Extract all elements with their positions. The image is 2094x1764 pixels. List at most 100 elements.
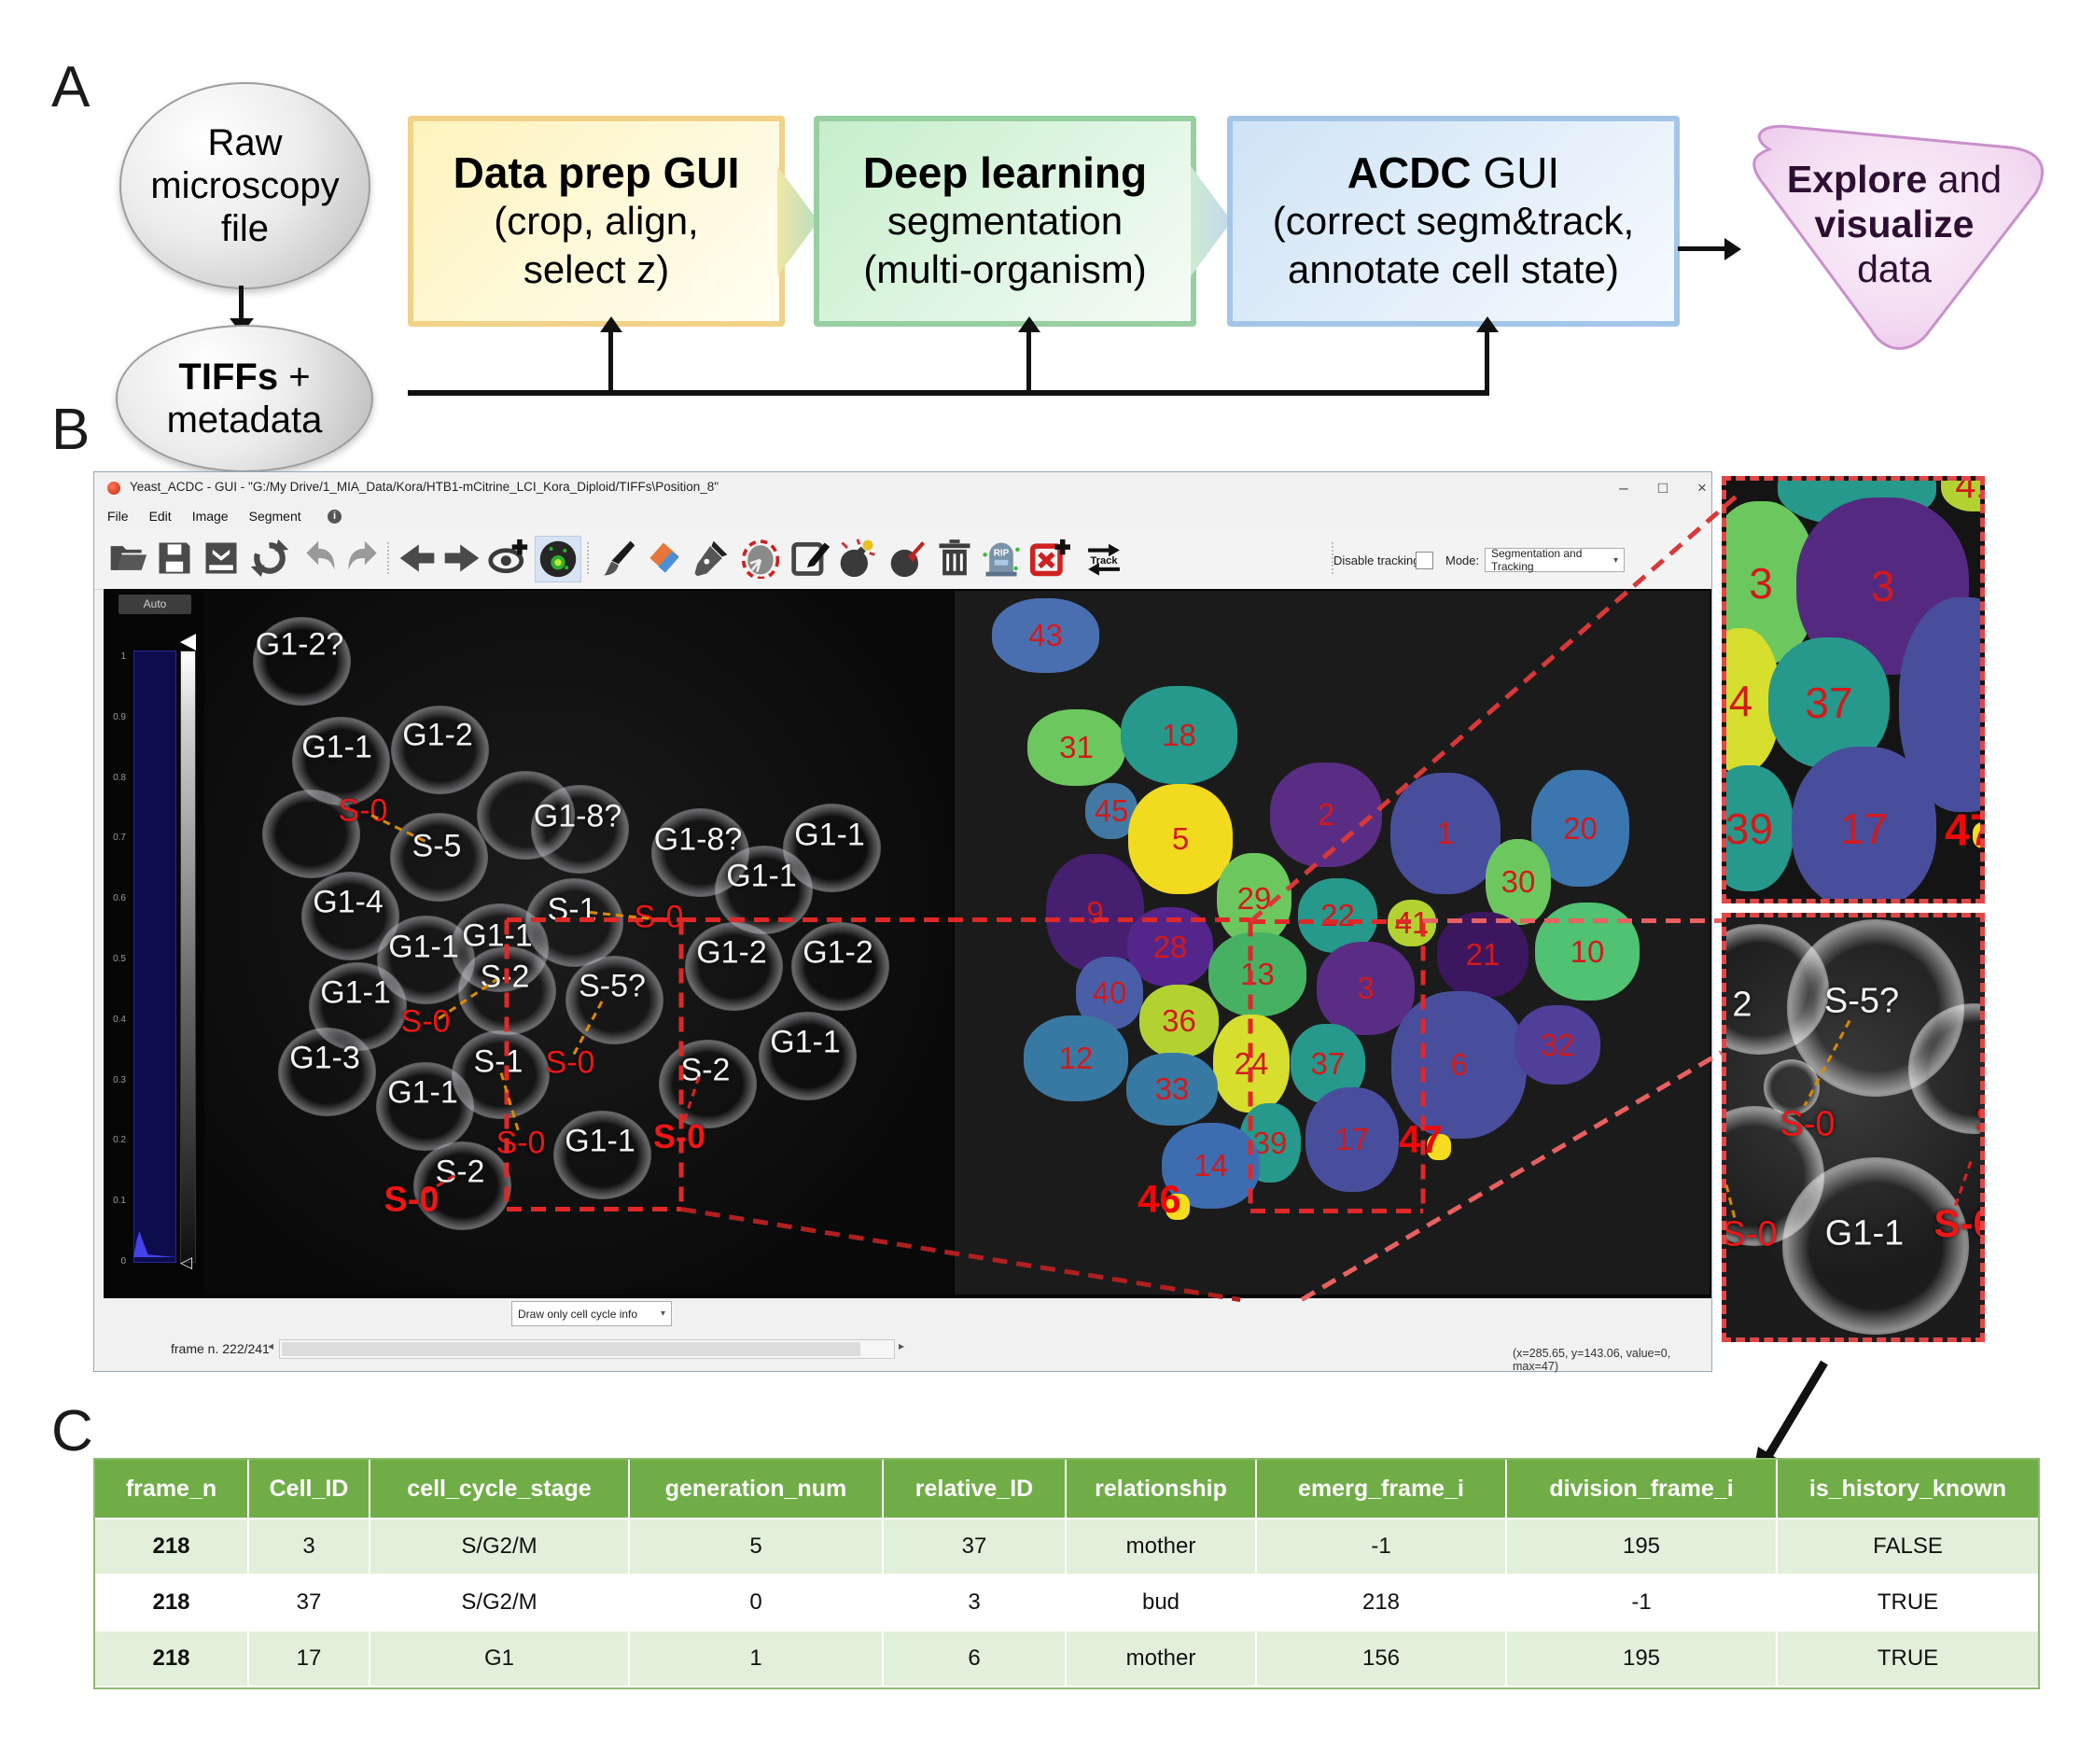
- menu-item[interactable]: File: [107, 509, 129, 524]
- menu-item[interactable]: Edit: [148, 509, 172, 524]
- table-row: 218 37 S/G2/M 0 3 bud 218 -1 TRUE: [95, 1575, 2038, 1631]
- cell-emerg-frame: 218: [1257, 1575, 1507, 1631]
- cell-id-number: 13: [1240, 957, 1275, 991]
- histogram-tick: 1: [120, 651, 126, 662]
- data-prep-line2: (crop, align,: [494, 199, 699, 243]
- segmented-cell: 17: [1792, 747, 1936, 899]
- cell-frame-n: 218: [95, 1631, 249, 1687]
- redo-icon[interactable]: [341, 536, 385, 581]
- frame-scroll-right[interactable]: ▸: [899, 1339, 905, 1352]
- viewer-area: , New IDs in current frame: [46, 47] Aut…: [104, 589, 1711, 1298]
- pen-icon[interactable]: [688, 536, 733, 581]
- auto-contrast-button[interactable]: Auto: [119, 595, 191, 614]
- prev-frame-icon[interactable]: [395, 536, 440, 581]
- segmented-cell: 5: [1128, 784, 1233, 894]
- disable-tracking-checkbox[interactable]: [1416, 552, 1433, 569]
- new-cell-marker: 47: [1939, 798, 1980, 863]
- overlay-eye-plus-icon[interactable]: [486, 536, 531, 581]
- histogram-tick: 0.7: [113, 833, 126, 843]
- lut-gradient-bar[interactable]: [180, 651, 196, 1263]
- frame-scrollbar-thumb[interactable]: [282, 1342, 860, 1356]
- cell-generation-num: 1: [630, 1631, 884, 1687]
- cell-id-number: 30: [1501, 864, 1536, 899]
- edit-id-icon[interactable]: [789, 536, 833, 581]
- eraser-icon[interactable]: [641, 536, 686, 581]
- cell-id-number: 45: [1094, 793, 1129, 828]
- segmentation-zoom-inset: 41 3 3 4 37 39 17 47: [1722, 476, 1985, 903]
- deep-learning-line3: (multi-organism): [863, 247, 1147, 291]
- svg-text:Track: Track: [1090, 555, 1118, 567]
- save-icon[interactable]: [152, 536, 197, 581]
- cell-relative-id: 37: [884, 1519, 1067, 1575]
- brush-icon[interactable]: [594, 536, 639, 581]
- segmented-cell: 41: [1941, 476, 1980, 511]
- lut-handle-top[interactable]: [180, 634, 196, 651]
- segmented-cell: 36: [1139, 985, 1219, 1057]
- cell-id-number: 17: [1334, 1122, 1370, 1156]
- table-row: 218 17 G1 1 6 mother 156 195 TRUE: [95, 1631, 2038, 1687]
- fluorescence-view-icon[interactable]: [535, 536, 581, 582]
- separate-bud-bomb-icon[interactable]: [886, 536, 930, 581]
- segmented-cell: 31: [1027, 709, 1125, 786]
- cell-history-known: FALSE: [1778, 1519, 2038, 1575]
- cell-cycle-label: S-0: [1933, 1201, 1980, 1245]
- segmented-cell: 1: [1390, 773, 1501, 894]
- zoom-annotation-line: [678, 919, 684, 1210]
- new-cell-id: 46: [1138, 1177, 1181, 1221]
- menu-item[interactable]: Segment: [248, 509, 301, 524]
- zoom-annotation-line: [504, 919, 510, 1210]
- menu-bar: File Edit Image Segment i: [94, 504, 1711, 530]
- toolbar-separator: [387, 542, 389, 574]
- draw-mode-dropdown[interactable]: Draw only cell cycle info ▾: [511, 1301, 672, 1326]
- mode-dropdown[interactable]: Segmentation and Tracking ▾: [1485, 547, 1625, 573]
- info-icon[interactable]: i: [328, 510, 342, 524]
- menu-item[interactable]: Image: [191, 509, 229, 524]
- table-header-cell: cell_cycle_stage: [370, 1460, 630, 1519]
- track-icon[interactable]: Track: [1076, 536, 1132, 581]
- cell-cycle-label: G1-8?: [653, 821, 743, 858]
- maximize-button[interactable]: □: [1657, 479, 1668, 497]
- segmented-cell: 17: [1305, 1087, 1399, 1192]
- arrow-raw-to-tiff-shaft: [239, 286, 244, 321]
- cell-id-number: 6: [1450, 1047, 1468, 1082]
- lut-handle-bottom[interactable]: ◁: [180, 1253, 193, 1271]
- cell-cycle-label: S-0: [1722, 1214, 1778, 1254]
- zoom-annotation-line: [1248, 921, 1253, 1211]
- table-header-cell: generation_num: [630, 1460, 884, 1519]
- frame-scroll-left[interactable]: ◂: [268, 1339, 274, 1352]
- cursor-status: (x=285.65, y=143.06, value=0, max=47): [1513, 1347, 1671, 1373]
- undo-icon[interactable]: [298, 536, 342, 581]
- close-button[interactable]: ×: [1697, 479, 1707, 497]
- acdc-title: ACDC GUI: [1347, 148, 1560, 197]
- intensity-histogram[interactable]: Auto 1 0.9 0.8 0.7 0.6 0.5 0.4 0.3 0.2 0.1 0 ◁: [105, 589, 204, 1295]
- cell-id-number: 41: [1955, 476, 1980, 506]
- reload-icon[interactable]: [247, 536, 292, 581]
- open-folder-icon[interactable]: [105, 536, 150, 581]
- panel-a-label: A: [51, 55, 91, 119]
- exclude-cell-x-icon[interactable]: [1027, 536, 1072, 581]
- cell-id-number: 28: [1152, 929, 1188, 964]
- chevron-down-icon: ▾: [660, 1309, 665, 1319]
- auto-contour-icon[interactable]: [738, 536, 783, 581]
- cell-cycle-table: frame_n Cell_ID cell_cycle_stage generation…: [93, 1458, 2040, 1689]
- phase-contrast-panel[interactable]: G1-2? G1-1 G1-2 S-5 G1-8? G1-8? G1-1 G1-1 G1-4 G1…: [204, 591, 953, 1295]
- cell-ring: [390, 813, 488, 902]
- delete-trash-icon[interactable]: [932, 536, 977, 581]
- delete-mask-bomb-icon[interactable]: [835, 536, 880, 581]
- load-data-icon[interactable]: [199, 536, 244, 581]
- annotate-dead-rip-icon[interactable]: RIP: [979, 536, 1024, 581]
- title-bar[interactable]: Yeast_ACDC - GUI - "G:/My Drive/1_MIA_Da…: [94, 472, 1711, 504]
- segmentation-panel[interactable]: 43 31 18 45 5 2 1 20: [955, 591, 1710, 1295]
- segmented-cell: 33: [1126, 1053, 1218, 1126]
- cell-frame-n: 218: [95, 1575, 249, 1631]
- next-frame-icon[interactable]: [440, 536, 484, 581]
- minimize-button[interactable]: –: [1619, 479, 1628, 497]
- tiff-node-line1: TIFFs +: [178, 357, 311, 398]
- cell-id: 3: [249, 1519, 370, 1575]
- acdc-gui-box: ACDC GUI (correct segm&track, annotate c…: [1227, 116, 1680, 327]
- cell-id-number: 21: [1465, 937, 1501, 972]
- cell-division-frame: 195: [1507, 1631, 1778, 1687]
- frame-scrollbar[interactable]: [279, 1339, 895, 1359]
- table-header-cell: is_history_known: [1778, 1460, 2038, 1519]
- cell-ring: [391, 706, 489, 794]
